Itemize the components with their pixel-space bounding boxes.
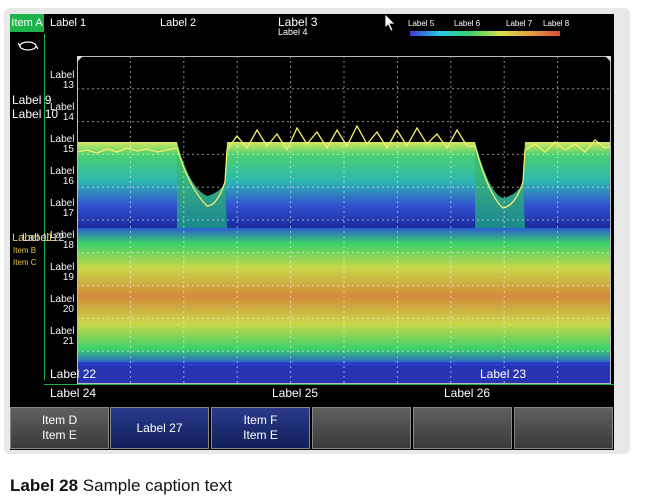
y-axis-label: Label 15 (50, 134, 75, 155)
y-axis-label: Label 21 (50, 326, 75, 347)
softkey-label: Item E (42, 428, 77, 442)
trace-numbers[interactable]: Label 12 (22, 232, 65, 244)
softkey-density-spectrum[interactable]: Item D Item E (10, 407, 109, 449)
y-axis-label: Label 19 (50, 262, 75, 283)
trace-number-active[interactable]: Label 11 (12, 232, 54, 244)
detector-p: Item C (13, 258, 37, 267)
caption-text: Sample caption text (82, 476, 233, 495)
y-axis-label: Label 16 (50, 166, 75, 187)
left-info-panel (10, 34, 45, 380)
scale-tick-label: Label 5 (408, 19, 435, 28)
caption-label: Label 28 (10, 476, 79, 495)
y-axis-label: Label 20 (50, 294, 75, 315)
softkey-label: Label 27 (136, 420, 183, 435)
poi-readout: Label 3 (278, 15, 318, 29)
figure-caption: Label 28 Sample caption text (10, 476, 232, 496)
mode-badge[interactable]: Item A (10, 14, 44, 32)
softkey-empty-4[interactable] (312, 407, 411, 449)
y-axis-label: Label 14 (50, 102, 75, 123)
span[interactable]: Label 23 (480, 367, 527, 381)
y-axis-label: Label 13 (50, 70, 75, 91)
persistence[interactable]: Label 25 (272, 386, 319, 400)
softkey-label: Item D (41, 413, 78, 427)
softkey-empty-5[interactable] (413, 407, 512, 449)
persistence-color-scale (410, 31, 560, 36)
scale-tick-label: Label 8 (543, 19, 570, 28)
detector-w: Item B (13, 246, 37, 255)
footer-divider (44, 384, 614, 385)
scale-tick-label: Label 6 (454, 19, 481, 28)
resolution-bandwidth[interactable]: Label 24 (50, 386, 97, 400)
sweep-indicator-icon (18, 41, 38, 51)
softkey-label: Item F (243, 413, 278, 427)
softkey-realtime-spectrum[interactable]: Item F Item E (211, 407, 310, 449)
scale-unit: Label 10 (12, 107, 59, 121)
instrument-screen: Item A Label 1 Label 2 Label 3 Label 4 L… (10, 14, 614, 450)
scale-per-division[interactable]: Label 9 (12, 93, 52, 107)
softkey-spectrogram[interactable]: Label 27 (110, 407, 209, 449)
spectrum-display[interactable] (77, 56, 611, 384)
attenuation[interactable]: Label 2 (160, 17, 197, 29)
min-detectable: Label 4 (278, 27, 308, 37)
center-frequency[interactable]: Label 22 (50, 367, 97, 381)
y-axis-label: Label 18 (50, 230, 75, 251)
softkey-label: Item E (243, 428, 278, 442)
reference-level[interactable]: Label 1 (50, 17, 87, 29)
mouse-pointer-icon (384, 14, 396, 32)
acquisition-time[interactable]: Label 26 (444, 386, 491, 400)
scale-tick-label: Label 7 (506, 19, 533, 28)
softkey-empty-6[interactable] (514, 407, 613, 449)
y-axis-label: Label 17 (50, 198, 75, 219)
